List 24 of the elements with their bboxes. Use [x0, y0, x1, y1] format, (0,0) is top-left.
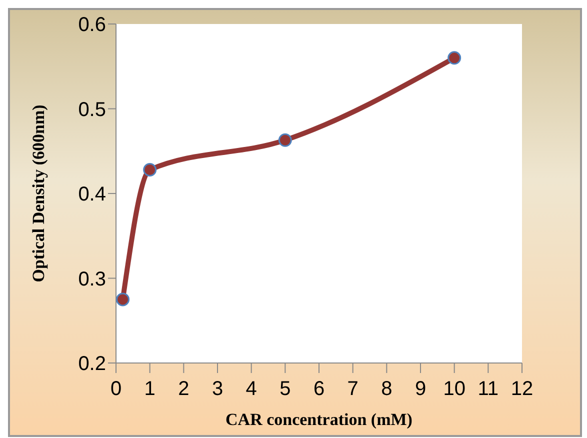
y-tick-label: 0.2	[78, 353, 106, 376]
x-tick-label: 12	[510, 378, 534, 400]
x-tick-label: 6	[313, 378, 325, 400]
point	[278, 133, 292, 147]
x-tick-label: 10	[443, 378, 466, 400]
x-tick-label: 8	[381, 378, 392, 400]
x-axis-title: CAR concentration (mM)	[226, 410, 412, 429]
x-tick-label: 3	[212, 378, 224, 400]
x-tick-label: 9	[414, 378, 426, 400]
x-tick-label: 11	[478, 378, 499, 400]
x-tick-label: 4	[246, 378, 257, 400]
point	[116, 292, 130, 306]
x-tick-label: 7	[347, 378, 358, 400]
y-tick-label: 0.5	[78, 98, 106, 121]
point	[448, 51, 462, 65]
x-tick-label: 0	[110, 378, 122, 400]
y-axis-title: Optical Density (600nm)	[29, 104, 48, 282]
y-tick-label: 0.6	[78, 14, 106, 36]
x-tick-label: 1	[144, 378, 156, 400]
y-tick-label: 0.4	[78, 184, 106, 206]
point	[143, 163, 157, 177]
y-tick-label: 0.3	[78, 268, 106, 290]
x-tick-label: 2	[178, 378, 190, 400]
x-tick-label: 5	[280, 378, 291, 400]
